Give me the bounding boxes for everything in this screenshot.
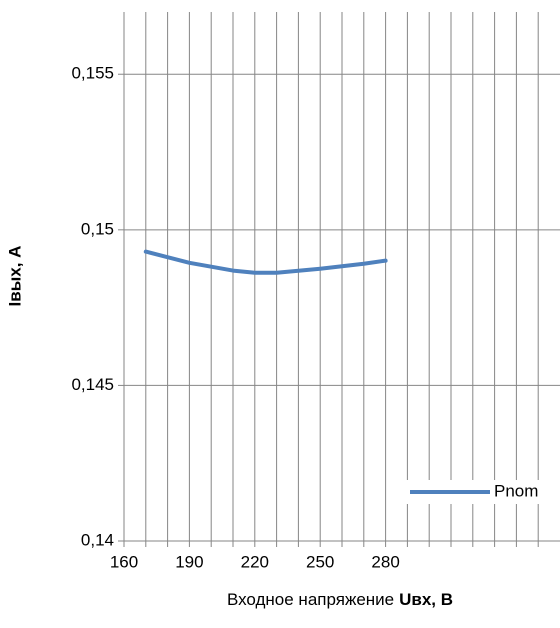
y-axis-title: Iвых, A xyxy=(5,246,24,307)
y-tick-label: 0,15 xyxy=(81,219,114,238)
x-axis-title-bold: Uвх, В xyxy=(399,590,453,609)
x-tick-label: 190 xyxy=(175,552,203,571)
x-tick-label: 280 xyxy=(371,552,399,571)
x-axis-title-text: Входное напряжение xyxy=(227,590,394,609)
series-line xyxy=(143,249,388,275)
x-tick-label: 220 xyxy=(241,552,269,571)
y-tick-label: 0,155 xyxy=(71,64,114,83)
x-tick-label: 250 xyxy=(306,552,334,571)
x-tick-label: 160 xyxy=(110,552,138,571)
legend-label: Pnom xyxy=(494,481,538,500)
x-axis-title: Входное напряжение Uвх, В xyxy=(227,590,453,609)
y-tick-label: 0,145 xyxy=(71,375,114,394)
y-tick-label: 0,14 xyxy=(81,530,114,549)
